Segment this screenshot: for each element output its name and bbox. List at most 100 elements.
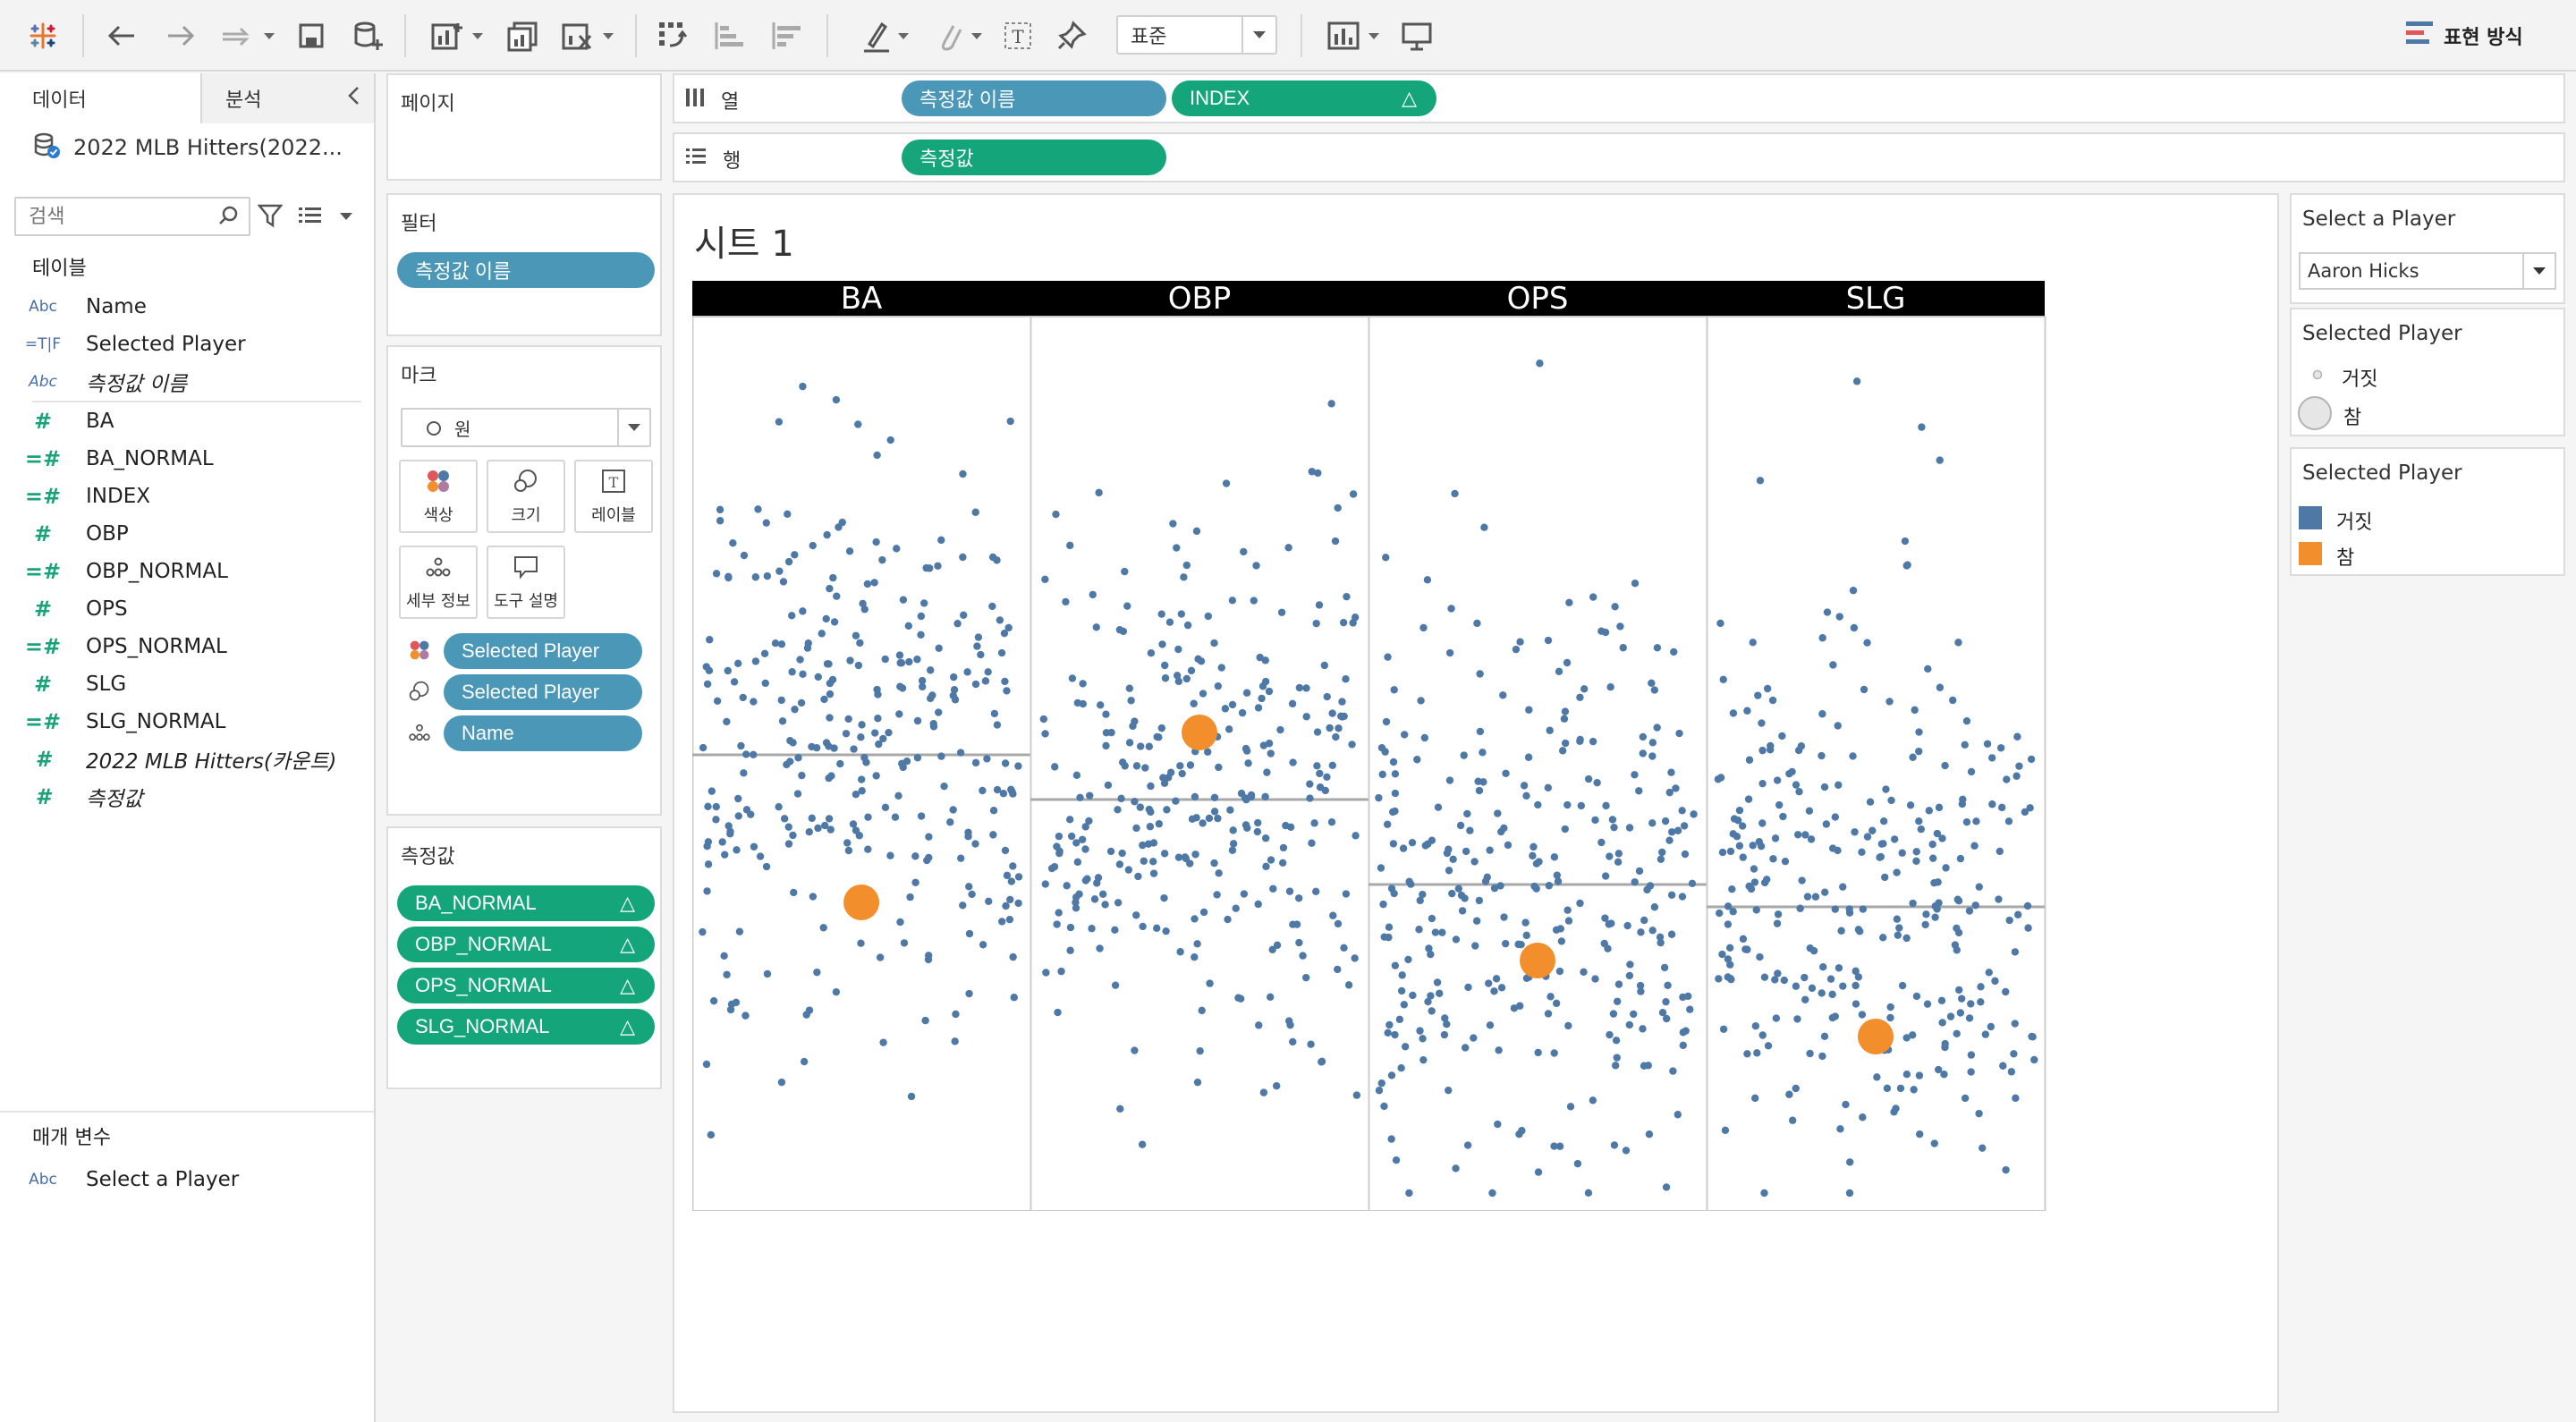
- data-point[interactable]: [1254, 900, 1262, 909]
- data-point[interactable]: [802, 1011, 810, 1019]
- data-point[interactable]: [1923, 1000, 1932, 1008]
- data-point[interactable]: [1445, 776, 1454, 784]
- data-point[interactable]: [965, 989, 973, 998]
- data-point[interactable]: [1214, 814, 1222, 823]
- data-point[interactable]: [885, 728, 893, 737]
- highlight-icon[interactable]: [853, 14, 918, 57]
- data-point[interactable]: [1718, 848, 1727, 857]
- data-point[interactable]: [1485, 979, 1493, 987]
- data-point[interactable]: [1886, 1003, 1894, 1011]
- data-point[interactable]: [1566, 1103, 1575, 1111]
- data-point[interactable]: [1007, 877, 1016, 885]
- data-point[interactable]: [1132, 762, 1141, 770]
- data-point[interactable]: [1637, 987, 1645, 995]
- data-point[interactable]: [763, 969, 772, 978]
- data-point[interactable]: [1139, 841, 1147, 850]
- data-point[interactable]: [1161, 674, 1170, 682]
- data-point[interactable]: [1880, 873, 1889, 882]
- data-point[interactable]: [852, 791, 860, 799]
- data-point[interactable]: [784, 840, 793, 848]
- field-item[interactable]: =T|F Selected Player: [0, 326, 374, 363]
- data-point[interactable]: [1067, 832, 1076, 841]
- data-point[interactable]: [1312, 619, 1320, 628]
- pages-card[interactable]: 페이지: [386, 73, 662, 181]
- data-point[interactable]: [1476, 670, 1484, 678]
- data-point[interactable]: [1894, 931, 1902, 939]
- data-point[interactable]: [1470, 858, 1479, 866]
- data-point[interactable]: [1716, 619, 1724, 628]
- data-point[interactable]: [1273, 941, 1282, 950]
- data-point[interactable]: [826, 714, 834, 722]
- data-point[interactable]: [1501, 939, 1510, 948]
- data-point[interactable]: [826, 690, 835, 698]
- data-point[interactable]: [1681, 850, 1690, 859]
- data-point[interactable]: [1424, 840, 1432, 848]
- data-point[interactable]: [703, 680, 712, 689]
- data-point[interactable]: [1750, 865, 1758, 873]
- data-point[interactable]: [1199, 819, 1207, 827]
- data-point[interactable]: [1404, 955, 1412, 964]
- data-point[interactable]: [1149, 839, 1158, 847]
- data-point[interactable]: [1727, 975, 1735, 984]
- data-point[interactable]: [956, 749, 965, 757]
- data-point[interactable]: [1176, 948, 1184, 956]
- data-point[interactable]: [1997, 803, 2006, 812]
- data-point[interactable]: [1068, 674, 1077, 682]
- data-point[interactable]: [1121, 567, 1129, 576]
- data-point[interactable]: [874, 715, 882, 723]
- data-point[interactable]: [1001, 759, 1010, 767]
- data-point[interactable]: [1416, 896, 1424, 905]
- data-point[interactable]: [1729, 709, 1738, 717]
- data-point[interactable]: [704, 838, 713, 846]
- data-point[interactable]: [1653, 644, 1662, 652]
- data-point[interactable]: [814, 824, 822, 833]
- data-point[interactable]: [1818, 989, 1826, 997]
- data-point[interactable]: [1041, 880, 1049, 888]
- data-point[interactable]: [1377, 864, 1385, 872]
- data-point[interactable]: [1801, 831, 1809, 839]
- param-item[interactable]: Abc Select a Player: [0, 1161, 374, 1198]
- data-point[interactable]: [1127, 697, 1135, 705]
- data-point[interactable]: [836, 759, 844, 768]
- data-point[interactable]: [1724, 955, 1733, 963]
- data-point[interactable]: [1282, 821, 1290, 830]
- data-point[interactable]: [1173, 544, 1181, 552]
- data-point[interactable]: [911, 878, 919, 886]
- data-point[interactable]: [1755, 837, 1763, 846]
- data-point[interactable]: [984, 668, 992, 676]
- data-point[interactable]: [1716, 774, 1725, 782]
- data-point[interactable]: [1564, 917, 1573, 925]
- data-point[interactable]: [754, 505, 762, 513]
- data-point[interactable]: [1145, 805, 1154, 814]
- data-point[interactable]: [1898, 849, 1906, 857]
- data-point[interactable]: [1456, 821, 1465, 830]
- data-point[interactable]: [1658, 848, 1666, 857]
- data-point[interactable]: [799, 670, 807, 679]
- data-point[interactable]: [1530, 882, 1538, 891]
- data-point[interactable]: [1556, 925, 1564, 933]
- data-point[interactable]: [726, 1005, 735, 1014]
- data-point[interactable]: [919, 682, 927, 691]
- data-point[interactable]: [1745, 756, 1754, 764]
- data-point[interactable]: [1081, 876, 1090, 885]
- data-point[interactable]: [1182, 674, 1191, 683]
- data-point[interactable]: [1730, 815, 1739, 823]
- data-point[interactable]: [1065, 816, 1074, 824]
- data-point[interactable]: [1954, 928, 1963, 937]
- data-point[interactable]: [1859, 1113, 1867, 1122]
- data-point[interactable]: [788, 612, 796, 620]
- data-point[interactable]: [1488, 1189, 1496, 1198]
- data-point[interactable]: [1470, 1034, 1478, 1042]
- tab-analysis[interactable]: 분석: [202, 73, 374, 123]
- data-point[interactable]: [1131, 798, 1139, 806]
- data-point[interactable]: [1946, 1012, 1955, 1020]
- data-point[interactable]: [1076, 793, 1084, 802]
- field-item[interactable]: # 측정값: [0, 778, 374, 816]
- show-cards-icon[interactable]: [1320, 14, 1385, 57]
- data-point[interactable]: [937, 752, 945, 760]
- data-point[interactable]: [1255, 1021, 1263, 1029]
- data-point[interactable]: [1852, 981, 1860, 990]
- size-pill[interactable]: Selected Player: [444, 674, 642, 710]
- data-point[interactable]: [973, 642, 981, 650]
- data-point[interactable]: [1078, 835, 1087, 843]
